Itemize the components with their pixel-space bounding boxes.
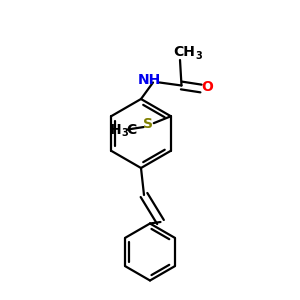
- Text: 3: 3: [121, 128, 128, 138]
- Text: C: C: [127, 123, 137, 137]
- Text: CH: CH: [174, 46, 195, 59]
- Text: O: O: [202, 80, 214, 94]
- Text: 3: 3: [196, 51, 202, 61]
- Text: NH: NH: [138, 74, 161, 87]
- Text: H: H: [110, 123, 122, 137]
- Text: S: S: [143, 117, 153, 131]
